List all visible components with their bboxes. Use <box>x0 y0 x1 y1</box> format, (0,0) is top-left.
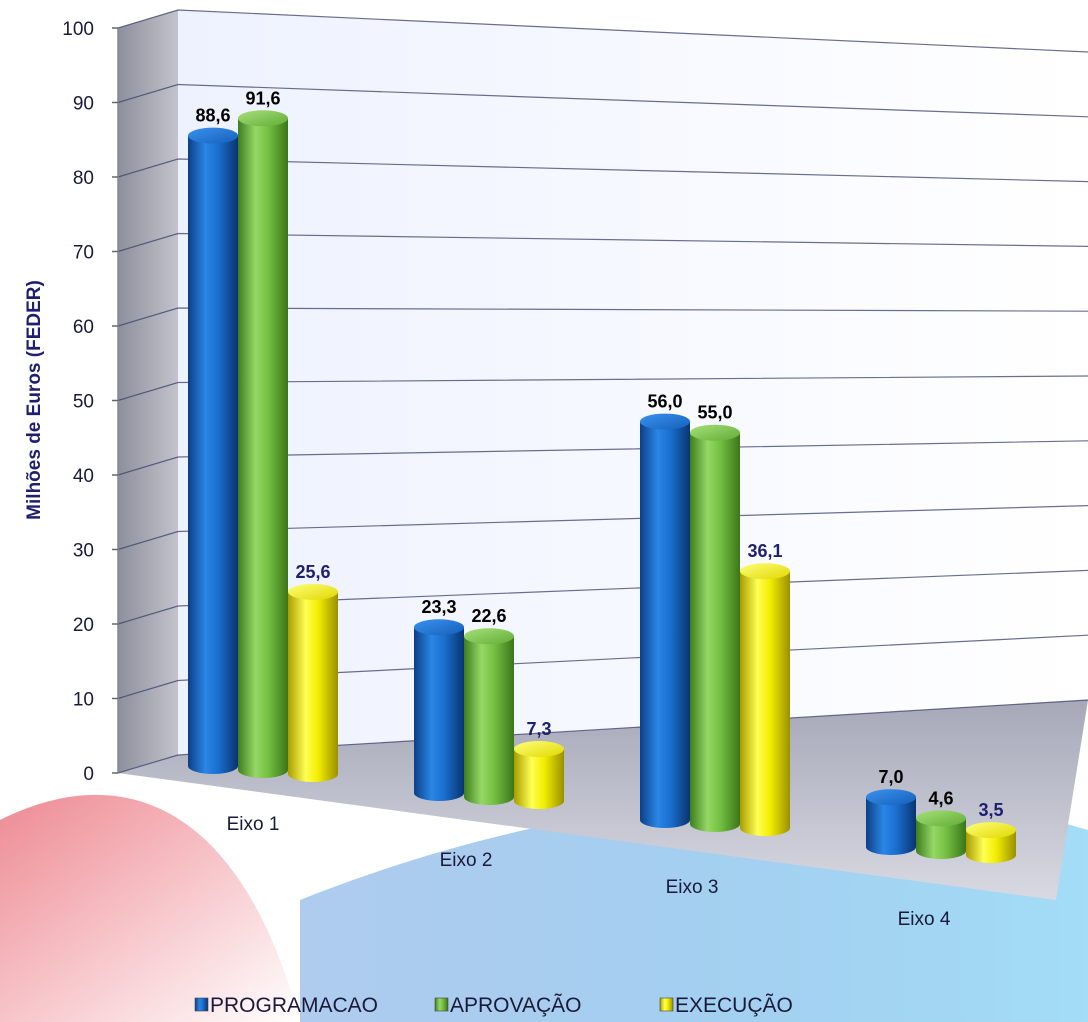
bar <box>966 822 1016 863</box>
y-tick-label: 10 <box>73 690 94 711</box>
x-axis: Eixo 1 Eixo 2 Eixo 3 Eixo 4 <box>227 814 951 930</box>
bar <box>690 424 740 832</box>
legend: PROGRAMACAO APROVAÇÃO EXECUÇÃO <box>194 993 793 1017</box>
data-label: 25,6 <box>295 562 330 582</box>
bar-body <box>188 135 238 774</box>
gridline <box>117 232 1088 253</box>
bar-top <box>288 583 338 600</box>
y-tick-label: 20 <box>73 615 94 636</box>
bar <box>288 583 338 782</box>
y-axis-title: Milhões de Euros (FEDER) <box>24 280 45 520</box>
bar-body <box>514 749 564 809</box>
bar-top <box>464 628 514 645</box>
bar-body <box>238 118 288 779</box>
y-tick-label: 40 <box>73 466 94 487</box>
back-wall <box>178 10 1088 755</box>
bar-top <box>514 741 564 758</box>
data-label: 56,0 <box>647 392 682 412</box>
bar <box>464 628 514 805</box>
legend-label: APROVAÇÃO <box>450 993 581 1017</box>
data-label: 7,3 <box>526 719 551 739</box>
data-label: 36,1 <box>747 541 782 561</box>
legend-swatch <box>194 997 209 1012</box>
y-tick-label: 60 <box>73 317 94 338</box>
gridline <box>117 375 1088 402</box>
data-label: 91,6 <box>245 88 280 108</box>
bar-body <box>414 627 464 801</box>
legend-item: EXECUÇÃO <box>659 993 793 1017</box>
category-label: Eixo 4 <box>898 909 951 930</box>
bar-top <box>866 789 916 806</box>
bar <box>916 810 966 859</box>
data-label: 55,0 <box>697 403 732 423</box>
gridline <box>117 505 1088 551</box>
bar-body <box>464 636 514 805</box>
gridline <box>117 440 1088 476</box>
bar-top <box>640 413 690 430</box>
bar-body <box>916 818 966 859</box>
gridline <box>117 307 1088 327</box>
data-label: 7,0 <box>878 767 903 787</box>
data-label: 4,6 <box>928 788 953 808</box>
data-label: 23,3 <box>421 597 456 617</box>
y-axis: 0 10 20 30 40 50 60 70 80 90 100 <box>62 19 119 785</box>
legend-label: PROGRAMACAO <box>210 994 378 1017</box>
legend-swatch <box>659 997 674 1012</box>
y-tick-label: 50 <box>73 392 94 413</box>
y-tick-label: 90 <box>73 94 94 115</box>
bar-body <box>690 432 740 832</box>
bar-top <box>690 424 740 441</box>
bar <box>866 789 916 855</box>
legend-swatch <box>434 997 449 1012</box>
bars <box>188 110 1016 863</box>
category-label: Eixo 1 <box>227 814 280 835</box>
legend-label: EXECUÇÃO <box>675 993 793 1017</box>
bar-top <box>238 110 288 127</box>
bar <box>414 619 464 801</box>
bar-top <box>916 810 966 827</box>
y-tick-label: 70 <box>73 243 94 264</box>
bar <box>640 413 690 828</box>
legend-item: APROVAÇÃO <box>434 993 581 1017</box>
y-tick-label: 0 <box>83 764 94 785</box>
y-tick-label: 30 <box>73 541 94 562</box>
bar-body <box>640 421 690 828</box>
legend-item: PROGRAMACAO <box>194 994 378 1017</box>
bar <box>238 110 288 779</box>
y-tick-label: 100 <box>62 19 94 40</box>
data-label: 88,6 <box>195 106 230 126</box>
category-label: Eixo 3 <box>666 877 719 898</box>
bar-top <box>966 822 1016 839</box>
gridline <box>117 83 1088 118</box>
floor <box>118 700 1088 900</box>
y-tick-label: 80 <box>73 168 94 189</box>
bar-top <box>740 563 790 580</box>
bar-body <box>740 571 790 836</box>
gridline <box>117 158 1088 183</box>
bar-top <box>188 127 238 144</box>
bar-body <box>288 591 338 782</box>
gridlines <box>117 9 1088 774</box>
category-label: Eixo 2 <box>440 850 493 871</box>
data-label: 22,6 <box>471 606 506 626</box>
bar-top <box>414 619 464 636</box>
bar <box>514 741 564 809</box>
gridline <box>117 9 1088 53</box>
data-labels: 88,6 23,3 56,0 7,0 91,6 22,6 55,0 4,6 25,6 7,3 36,… <box>195 88 1003 820</box>
bar <box>740 563 790 836</box>
bar-body <box>966 830 1016 863</box>
bar <box>188 127 238 774</box>
data-label: 3,5 <box>978 800 1003 820</box>
bar-body <box>866 797 916 855</box>
